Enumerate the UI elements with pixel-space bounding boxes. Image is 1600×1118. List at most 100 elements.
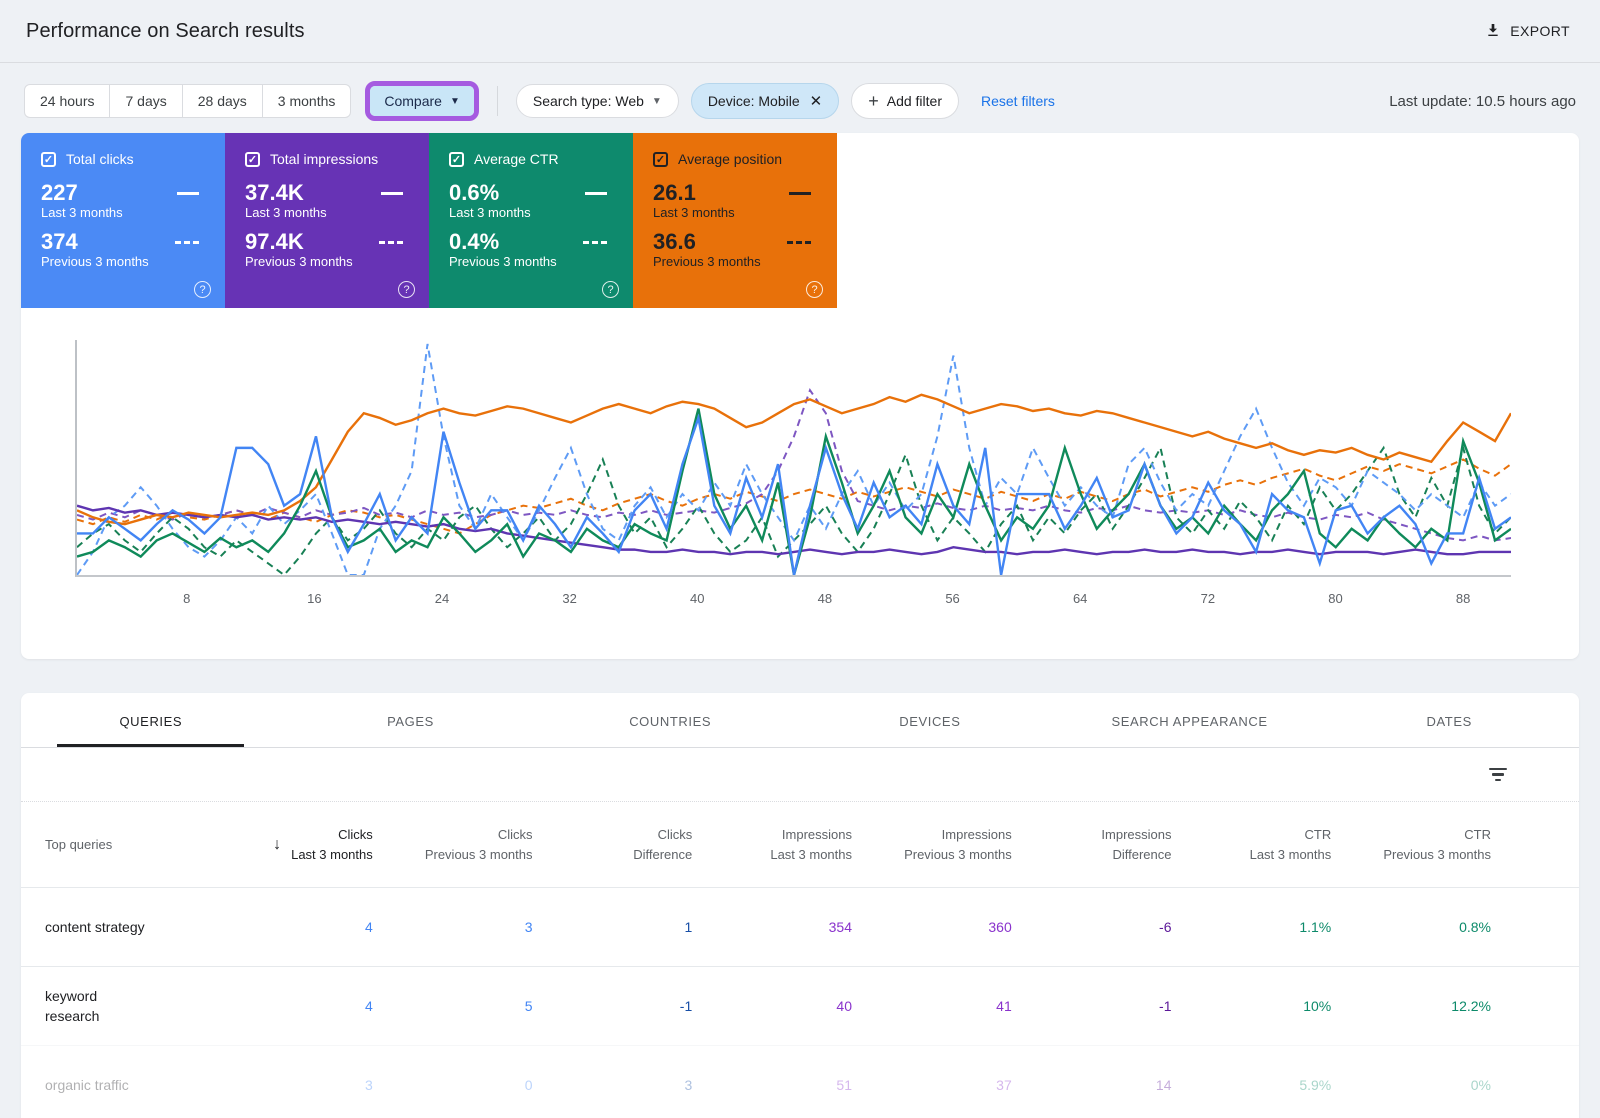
query-cell[interactable]: keyword research	[45, 986, 151, 1026]
impressions-last-cell[interactable]: 40	[692, 998, 852, 1014]
performance-chart[interactable]: 816243240485664728088	[75, 340, 1511, 617]
help-icon[interactable]: ?	[398, 281, 415, 298]
tab-queries[interactable]: QUERIES	[21, 693, 281, 747]
clicks-diff-cell[interactable]: 3	[533, 1077, 693, 1093]
query-cell[interactable]: content strategy	[45, 917, 151, 937]
tab-dates[interactable]: DATES	[1319, 693, 1579, 747]
impressions-prev-cell[interactable]: 41	[852, 998, 1012, 1014]
range-7-days[interactable]: 7 days	[110, 85, 182, 117]
filter-list-icon[interactable]	[1483, 762, 1513, 788]
range-24-hours[interactable]: 24 hours	[25, 85, 110, 117]
device-filter-chip[interactable]: Device: Mobile ✕	[691, 83, 839, 119]
clicks-diff-cell[interactable]: -1	[533, 998, 693, 1014]
impressions-diff-cell[interactable]: -6	[1012, 919, 1172, 935]
export-button[interactable]: EXPORT	[1481, 16, 1574, 47]
impressions-prev-cell[interactable]: 360	[852, 919, 1012, 935]
clicks-diff-cell[interactable]: 1	[533, 919, 693, 935]
chart-plot-area[interactable]	[75, 340, 1511, 577]
table-row[interactable]: organic traffic 3 0 3 51 37 14 5.9% 0%	[21, 1045, 1579, 1118]
ctr-last-cell[interactable]: 5.9%	[1172, 1077, 1332, 1093]
column-header-ctr-last[interactable]: CTRLast 3 months	[1172, 825, 1332, 865]
table-row[interactable]: keyword research 4 5 -1 40 41 -1 10% 12.…	[21, 966, 1579, 1045]
date-range-group: 24 hours 7 days 28 days 3 months	[24, 84, 351, 118]
tab-search-appearance[interactable]: SEARCH APPEARANCE	[1060, 693, 1320, 747]
column-header-clicks-diff[interactable]: ClicksDifference	[533, 825, 693, 865]
metric-card-average-ctr[interactable]: ✓ Average CTR 0.6% Last 3 months 0.4% Pr…	[429, 133, 633, 308]
range-3-months[interactable]: 3 months	[263, 85, 351, 117]
help-icon[interactable]: ?	[602, 281, 619, 298]
table-row[interactable]: content strategy 4 3 1 354 360 -6 1.1% 0…	[21, 887, 1579, 966]
range-28-days[interactable]: 28 days	[183, 85, 263, 117]
clicks-prev-cell[interactable]: 0	[373, 1077, 533, 1093]
search-type-filter[interactable]: Search type: Web ▼	[516, 84, 679, 118]
solid-line-indicator	[789, 192, 811, 195]
metric-caption-last: Last 3 months	[653, 205, 821, 220]
compare-highlight-annotation: Compare ▼	[365, 81, 479, 121]
ctr-last-cell[interactable]: 10%	[1172, 998, 1332, 1014]
chart-x-axis-ticks: 816243240485664728088	[75, 577, 1511, 617]
compare-label: Compare	[384, 93, 442, 109]
metrics-chart-panel: ✓ Total clicks 227 Last 3 months 374 Pre…	[21, 133, 1579, 659]
ctr-last-cell[interactable]: 1.1%	[1172, 919, 1332, 935]
column-header-clicks-last[interactable]: ↓ ClicksLast 3 months	[213, 825, 373, 865]
query-cell[interactable]: organic traffic	[45, 1075, 151, 1095]
metric-cards: ✓ Total clicks 227 Last 3 months 374 Pre…	[21, 133, 1579, 308]
x-axis-tick-label: 72	[1201, 591, 1215, 606]
impressions-diff-cell[interactable]: -1	[1012, 998, 1172, 1014]
x-axis-tick-label: 24	[435, 591, 449, 606]
metric-value-last: 37.4K	[245, 181, 304, 205]
divider	[497, 86, 498, 116]
impressions-last-cell[interactable]: 51	[692, 1077, 852, 1093]
x-axis-tick-label: 64	[1073, 591, 1087, 606]
column-header-ctr-prev[interactable]: CTRPrevious 3 months	[1331, 825, 1491, 865]
checkbox-checked-icon[interactable]: ✓	[449, 152, 464, 167]
dimension-tabs: QUERIES PAGES COUNTRIES DEVICES SEARCH A…	[21, 693, 1579, 748]
checkbox-checked-icon[interactable]: ✓	[41, 152, 56, 167]
tab-devices[interactable]: DEVICES	[800, 693, 1060, 747]
metric-caption-prev: Previous 3 months	[653, 254, 821, 269]
ctr-prev-cell[interactable]: 12.2%	[1331, 998, 1491, 1014]
impressions-diff-cell[interactable]: 14	[1012, 1077, 1172, 1093]
ctr-prev-cell[interactable]: 0.8%	[1331, 919, 1491, 935]
metric-caption-prev: Previous 3 months	[41, 254, 209, 269]
reset-filters-link[interactable]: Reset filters	[981, 93, 1055, 109]
checkbox-checked-icon[interactable]: ✓	[245, 152, 260, 167]
x-axis-tick-label: 48	[818, 591, 832, 606]
help-icon[interactable]: ?	[194, 281, 211, 298]
close-icon[interactable]: ✕	[810, 92, 823, 110]
export-label: EXPORT	[1510, 23, 1570, 39]
tab-countries[interactable]: COUNTRIES	[540, 693, 800, 747]
filter-bar: 24 hours 7 days 28 days 3 months Compare…	[0, 63, 1600, 133]
plus-icon: +	[868, 92, 879, 110]
column-header-impressions-prev[interactable]: ImpressionsPrevious 3 months	[852, 825, 1012, 865]
tab-pages[interactable]: PAGES	[281, 693, 541, 747]
ctr-prev-cell[interactable]: 0%	[1331, 1077, 1491, 1093]
column-header-impressions-diff[interactable]: ImpressionsDifference	[1012, 825, 1172, 865]
impressions-last-cell[interactable]: 354	[692, 919, 852, 935]
metric-card-average-position[interactable]: ✓ Average position 26.1 Last 3 months 36…	[633, 133, 837, 308]
add-filter-button[interactable]: + Add filter	[851, 83, 959, 119]
solid-line-indicator	[381, 192, 403, 195]
compare-button[interactable]: Compare ▼	[370, 86, 474, 116]
column-header-clicks-prev[interactable]: ClicksPrevious 3 months	[373, 825, 533, 865]
clicks-last-cell[interactable]: 4	[213, 998, 373, 1014]
metric-caption-prev: Previous 3 months	[449, 254, 617, 269]
column-header-top-queries[interactable]: Top queries	[45, 837, 213, 852]
help-icon[interactable]: ?	[806, 281, 823, 298]
clicks-prev-cell[interactable]: 3	[373, 919, 533, 935]
metric-value-prev: 374	[41, 230, 78, 254]
sort-descending-icon: ↓	[273, 835, 281, 855]
table-header-row: Top queries ↓ ClicksLast 3 months Clicks…	[21, 802, 1579, 887]
page-title: Performance on Search results	[26, 20, 305, 43]
clicks-prev-cell[interactable]: 5	[373, 998, 533, 1014]
chevron-down-icon: ▼	[450, 96, 460, 107]
clicks-last-cell[interactable]: 4	[213, 919, 373, 935]
checkbox-checked-icon[interactable]: ✓	[653, 152, 668, 167]
metric-card-total-impressions[interactable]: ✓ Total impressions 37.4K Last 3 months …	[225, 133, 429, 308]
add-filter-label: Add filter	[887, 93, 942, 109]
metric-card-total-clicks[interactable]: ✓ Total clicks 227 Last 3 months 374 Pre…	[21, 133, 225, 308]
clicks-last-cell[interactable]: 3	[213, 1077, 373, 1093]
column-header-impressions-last[interactable]: ImpressionsLast 3 months	[692, 825, 852, 865]
impressions-prev-cell[interactable]: 37	[852, 1077, 1012, 1093]
table-toolbar	[21, 748, 1579, 802]
